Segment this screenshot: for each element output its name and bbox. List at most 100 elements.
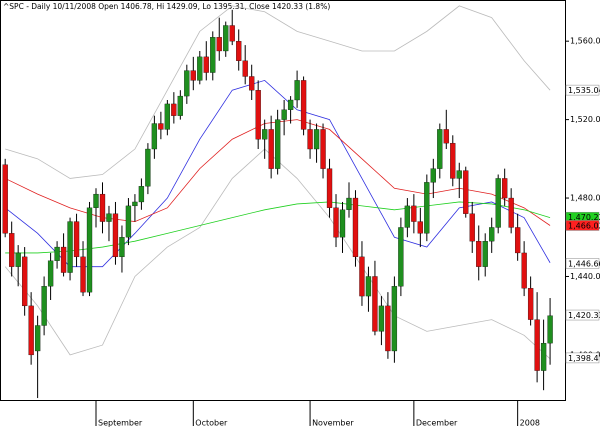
x-tick-label: September [98, 419, 143, 428]
candle-body [326, 168, 333, 208]
candle-body [41, 286, 47, 326]
candle-body [294, 80, 300, 101]
candle-body [313, 129, 320, 150]
candle-body [502, 178, 508, 199]
y-tick-label: 1,520.0 [570, 115, 600, 124]
candle-body [333, 207, 339, 238]
candle-body [80, 256, 86, 293]
candle-body [67, 221, 73, 273]
candle-body [54, 246, 60, 261]
candle-body [132, 201, 138, 207]
candle-body [307, 129, 313, 150]
candle-body [15, 252, 21, 267]
candle-body [145, 148, 151, 187]
candle-body [164, 103, 171, 130]
y-tick-label: 1,480.0 [570, 194, 600, 203]
candle-body [125, 205, 132, 238]
candle-body [352, 197, 359, 258]
candle-body [372, 276, 378, 332]
candle-body [450, 142, 456, 179]
candle-body [268, 129, 274, 169]
candle-body [151, 123, 158, 150]
candle-body [456, 170, 462, 179]
candle-body [281, 109, 287, 120]
candle-body [378, 305, 385, 332]
candle-body [249, 76, 255, 91]
x-tick-label: December [416, 419, 458, 428]
candle-body [495, 178, 501, 228]
price-label: 1,446.66 [568, 259, 600, 268]
candle-body [158, 123, 164, 130]
candle-body [216, 37, 222, 52]
candle-body [112, 213, 119, 258]
candle-body [489, 227, 495, 242]
candle-body [398, 227, 404, 287]
candle-body [417, 221, 423, 234]
candle-body [482, 241, 488, 267]
candle-body [262, 129, 268, 140]
candle-body [93, 193, 99, 208]
candle-body [430, 168, 436, 183]
candle-body [73, 221, 80, 258]
price-label: 1,535.04 [568, 86, 600, 95]
candle-body [197, 56, 203, 81]
candle-body [424, 182, 430, 234]
candle-body [463, 170, 469, 214]
candle-body [411, 205, 417, 222]
chart-title: ^SPC - Daily 10/11/2008 Open 1406.78, Hi… [3, 2, 330, 11]
candle-body [476, 241, 482, 267]
candle-body [21, 256, 28, 307]
price-label-box [565, 220, 600, 231]
plot-frame [0, 0, 566, 401]
price-label: 1,420.33 [568, 311, 600, 320]
candle-body [242, 60, 248, 77]
candle-body [320, 129, 326, 169]
x-tick-label: October [195, 419, 228, 428]
candle-body [190, 70, 196, 81]
candle-body [359, 256, 365, 297]
candle-body [184, 70, 190, 97]
x-tick-label: November [312, 419, 354, 428]
candle-body [287, 99, 294, 110]
candle-body [437, 129, 443, 169]
candle-body [171, 103, 177, 116]
candle-body [508, 197, 514, 228]
candle-body [2, 164, 8, 234]
candle-body [385, 305, 391, 352]
candle-body [34, 325, 41, 352]
candle-body [300, 80, 307, 130]
candle-body [469, 213, 475, 242]
price-label-box [565, 352, 600, 364]
candle-body [203, 56, 209, 73]
candle-body [236, 41, 242, 61]
candle-body [60, 246, 67, 273]
price-label: 1,398.47 [568, 354, 600, 363]
candles [2, 9, 553, 399]
candle-body [540, 342, 547, 371]
candle-body [106, 213, 112, 222]
candle-body [9, 233, 15, 267]
candle-body [86, 207, 93, 293]
candle-body [346, 197, 352, 210]
candle-body [404, 205, 411, 228]
candle-body [99, 193, 106, 222]
candle-body [339, 209, 346, 238]
price-label: 1,470.22 [568, 213, 600, 222]
price-label-box [565, 258, 600, 269]
candle-body [223, 25, 229, 52]
candle-body [365, 276, 372, 297]
candle-body [177, 95, 183, 116]
candle-body [28, 305, 34, 356]
candle-body [391, 286, 398, 352]
candle-body [47, 260, 54, 287]
y-tick-label: 1,440.0 [570, 272, 600, 281]
candle-body [443, 129, 449, 144]
candle-body [547, 315, 553, 344]
candle-body [210, 37, 216, 73]
x-tick-label: 2008 [520, 419, 540, 428]
y-tick-label: 1,560.0 [570, 37, 600, 46]
candle-body [514, 227, 521, 254]
candle-body [138, 186, 145, 203]
candle-body [274, 119, 281, 169]
price-label-box [565, 309, 600, 321]
